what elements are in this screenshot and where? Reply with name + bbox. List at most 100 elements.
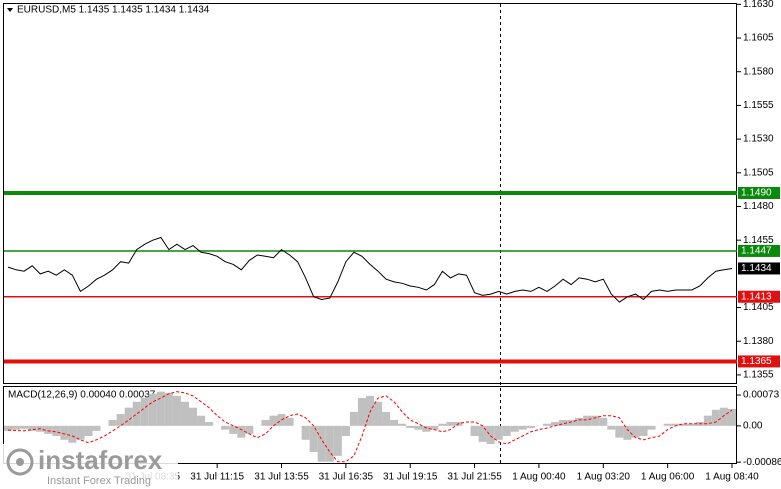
watermark-brand: instaforex	[38, 445, 163, 475]
macd-bar	[156, 391, 165, 426]
x-tick-label: 1 Aug 00:40	[512, 472, 566, 483]
macd-bar	[325, 425, 334, 462]
macd-bar	[140, 397, 149, 426]
level-tag	[738, 244, 780, 257]
macd-bar	[382, 411, 391, 426]
y-tick-label: 1.1405	[743, 302, 774, 313]
x-tick-label: 31 Jul 16:35	[319, 472, 374, 483]
y-tick-label: -0.00086	[743, 457, 781, 468]
macd-bar	[526, 425, 535, 428]
level-tag	[738, 290, 780, 303]
macd-bar	[623, 425, 632, 440]
menu-arrow	[7, 8, 13, 12]
macd-title: MACD(12,26,9) 0.00040 0.00037	[8, 390, 156, 401]
macd-bar	[374, 401, 383, 426]
macd-bar	[333, 425, 342, 456]
macd-bar	[583, 415, 592, 426]
macd-bar	[414, 425, 423, 430]
macd-bar	[470, 425, 479, 436]
macd-bar	[237, 425, 246, 438]
y-tick-label: 1.1580	[743, 66, 774, 77]
macd-bar	[671, 423, 680, 426]
macd-bar	[438, 423, 447, 426]
level-label: 1.1365	[741, 356, 772, 367]
macd-bar	[261, 419, 270, 426]
level-tag	[738, 355, 780, 368]
macd-bar	[559, 419, 568, 426]
last-price-label: 1.1434	[741, 263, 772, 274]
macd-bar	[44, 425, 53, 434]
macd-bar	[703, 415, 712, 426]
macd-bar	[639, 425, 648, 436]
level-label: 1.1447	[741, 246, 772, 257]
macd-bar	[542, 423, 551, 426]
last-price-tag	[738, 262, 780, 275]
x-tick-label: 1 Aug 03:20	[577, 472, 631, 483]
macd-bar	[719, 407, 728, 426]
macd-bar	[52, 425, 61, 436]
macd-bar	[679, 423, 688, 426]
macd-bar	[68, 425, 77, 443]
x-tick-label: 31 Jul 13:55	[254, 472, 309, 483]
macd-bar	[76, 425, 85, 440]
macd-bar	[301, 425, 310, 440]
macd-bar	[687, 423, 696, 426]
x-tick-label: 31 Jul 11:15	[190, 472, 244, 483]
macd-bar	[221, 425, 230, 430]
level-label: 1.1413	[741, 291, 772, 302]
macd-bar	[599, 417, 608, 426]
watermark-logo	[6, 448, 34, 476]
macd-bar	[390, 419, 399, 426]
macd-bar	[124, 407, 133, 426]
macd-bar	[197, 415, 206, 426]
macd-bar	[518, 425, 527, 430]
macd-bar	[20, 425, 29, 429]
x-tick-label: 31 Jul 21:55	[447, 472, 502, 483]
macd-bar	[615, 425, 624, 438]
macd-bar	[28, 425, 37, 431]
y-tick-label: 1.1455	[743, 235, 774, 246]
watermark-logo-dot	[16, 458, 24, 466]
macd-bar	[172, 395, 181, 426]
macd-bar	[365, 395, 375, 426]
macd-bar	[4, 425, 13, 431]
y-tick-label: 1.1355	[743, 370, 774, 381]
macd-bar	[132, 401, 141, 426]
y-tick-label: 1.1480	[743, 201, 774, 212]
macd-bar	[84, 425, 93, 436]
macd-bar	[711, 409, 720, 426]
macd-bar	[663, 423, 672, 426]
watermark: instaforex Instant Forex Trading	[0, 444, 178, 489]
macd-bar	[647, 425, 656, 430]
y-tick-label: 1.1380	[743, 336, 774, 347]
macd-bar	[180, 401, 190, 426]
macd-bar	[92, 425, 101, 431]
macd-bar	[607, 425, 616, 430]
y-tick-label: 1.1605	[743, 33, 774, 44]
level-tag	[738, 187, 780, 199]
macd-bar	[430, 425, 439, 430]
macd-bar	[406, 425, 415, 428]
macd-bar	[164, 392, 173, 426]
watermark-tagline: Instant Forex Trading	[47, 475, 151, 487]
macd-bar	[631, 425, 640, 438]
y-tick-label: 0.00073	[743, 390, 780, 401]
macd-bar	[510, 425, 519, 432]
macd-bar	[60, 425, 69, 440]
macd-bar	[478, 425, 487, 442]
y-tick-label: 0.00	[743, 420, 763, 431]
macd-bar	[357, 397, 366, 426]
macd-bar	[309, 425, 318, 453]
macd-bar	[12, 425, 21, 430]
chart-title: EURUSD,M5 1.1435 1.1435 1.1434 1.1434	[17, 5, 210, 16]
macd-bar	[317, 425, 326, 462]
macd-bar	[591, 415, 600, 426]
macd-bar	[341, 425, 350, 436]
macd-bar	[398, 423, 407, 426]
macd-bar	[229, 425, 238, 434]
macd-bar	[285, 417, 294, 426]
macd-bar	[205, 422, 214, 426]
x-tick-label: 1 Aug 08:40	[705, 472, 759, 483]
macd-panel-frame	[3, 386, 737, 464]
